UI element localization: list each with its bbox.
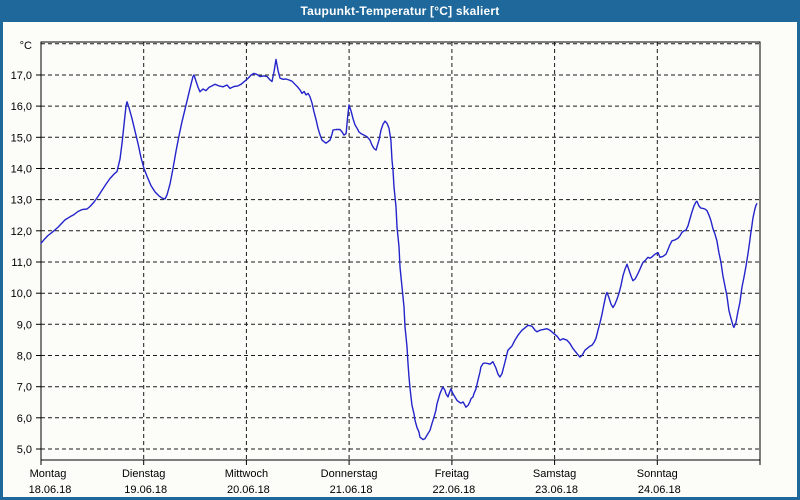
- dewpoint-temperature-line: [40, 58, 758, 441]
- x-axis-date-label: 19.06.18: [124, 484, 167, 496]
- plot-frame: [40, 41, 761, 461]
- y-axis-label: 9,0: [17, 319, 32, 331]
- x-axis-day-label: Dienstag: [122, 468, 165, 480]
- x-axis-date-label: 21.06.18: [330, 484, 373, 496]
- y-axis-label: 6,0: [17, 413, 32, 425]
- y-axis-label: 5,0: [17, 444, 32, 456]
- x-axis-date-label: 24.06.18: [638, 484, 681, 496]
- chart-title: Taupunkt-Temperatur [°C] skaliert: [300, 4, 500, 18]
- y-axis-unit-label: °C: [20, 40, 32, 52]
- y-axis-label: 7,0: [17, 382, 32, 394]
- x-axis-date-label: 20.06.18: [227, 484, 270, 496]
- x-axis-day-label: Freitag: [435, 468, 469, 480]
- x-axis-day-label: Samstag: [533, 468, 576, 480]
- y-axis-label: 16,0: [11, 101, 32, 113]
- y-axis-label: 11,0: [11, 257, 32, 269]
- y-axis-label: 17,0: [11, 70, 32, 82]
- x-axis-day-label: Sonntag: [637, 468, 678, 480]
- y-axis-label: 8,0: [17, 351, 32, 363]
- x-axis-date-label: 18.06.18: [29, 484, 72, 496]
- x-axis-day-label: Mittwoch: [225, 468, 268, 480]
- y-axis-label: 12,0: [11, 226, 32, 238]
- x-axis-day-label: Montag: [30, 468, 67, 480]
- y-axis-label: 15,0: [11, 132, 32, 144]
- x-axis-date-label: 23.06.18: [535, 484, 578, 496]
- x-axis-date-label: 22.06.18: [432, 484, 475, 496]
- y-axis-label: 14,0: [11, 164, 32, 176]
- title-bar: Taupunkt-Temperatur [°C] skaliert: [0, 0, 800, 22]
- x-axis-day-label: Donnerstag: [321, 468, 378, 480]
- y-axis-label: 13,0: [11, 195, 32, 207]
- y-axis-label: 10,0: [11, 288, 32, 300]
